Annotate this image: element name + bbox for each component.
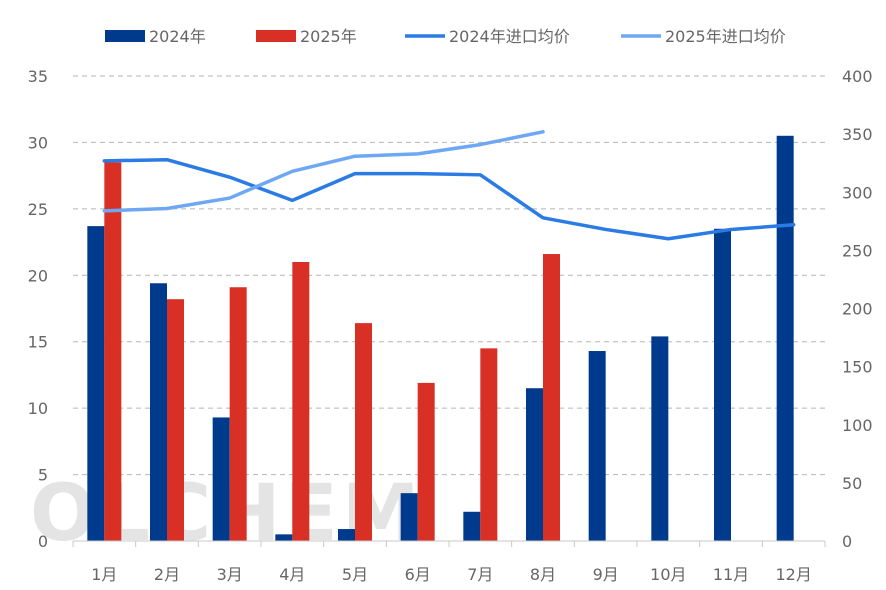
right-tick-label: 350 [842,125,873,144]
bar-2024年-6月 [400,493,418,541]
bar-2025年-3月 [229,287,247,541]
category-label: 2月 [154,565,180,584]
right-tick-label: 150 [842,358,873,377]
legend: 2024年 2025年 2024年进口均价 2025年进口均价 [105,27,786,46]
left-tick-label: 35 [28,67,48,86]
category-label: 12月 [775,565,811,584]
bar-2024年-1月 [87,226,105,541]
right-tick-label: 250 [842,241,873,260]
legend-item: 2025年进口均价 [621,27,786,46]
bar-2025年-8月 [543,254,560,541]
bar-2024年-5月 [338,529,355,541]
bar-2024年-2月 [150,283,167,541]
category-label: 4月 [279,565,305,584]
left-tick-label: 15 [28,333,48,352]
lines [102,130,796,241]
right-tick-label: 0 [842,532,852,551]
line-2025年进口均价 [102,130,545,213]
category-label: 5月 [342,565,368,584]
line-2024年进口均价 [102,157,796,241]
category-label: 3月 [217,565,243,584]
right-tick-label: 50 [842,474,862,493]
category-label: 7月 [467,565,493,584]
category-label: 6月 [405,565,431,584]
bars [87,135,794,542]
legend-item: 2024年 [105,27,206,46]
bar-2025年-4月 [292,262,310,541]
legend-swatch [256,30,296,42]
bar-2024年-8月 [526,388,543,541]
category-label: 11月 [713,565,749,584]
bar-2024年-11月 [714,228,731,542]
bar-2025年-7月 [480,348,498,541]
bar-2025年-6月 [417,382,435,541]
left-tick-label: 5 [38,466,48,485]
right-tick-label: 100 [842,416,873,435]
right-tick-label: 300 [842,183,873,202]
category-label: 9月 [593,565,619,584]
legend-label: 2025年 [300,27,357,46]
bar-2024年-3月 [212,417,230,541]
legend-item: 2024年进口均价 [405,27,570,46]
left-tick-label: 20 [28,266,48,285]
right-tick-label: 400 [842,67,873,86]
left-tick-label: 10 [28,399,48,418]
legend-item: 2025年 [256,27,357,46]
bar-2025年-5月 [355,323,372,541]
left-tick-label: 30 [28,133,48,152]
legend-label: 2024年 [149,27,206,46]
bar-2024年-12月 [776,135,794,542]
category-label: 10月 [650,565,686,584]
bar-2024年-10月 [651,336,669,541]
left-tick-label: 0 [38,532,48,551]
legend-label: 2025年进口均价 [665,27,786,46]
bar-2025年-2月 [167,299,184,541]
category-label: 1月 [91,565,117,584]
bar-2024年-9月 [588,351,606,541]
bar-2025年-1月 [104,162,122,541]
category-label: 8月 [530,565,556,584]
left-tick-label: 25 [28,200,48,219]
bar-2024年-7月 [463,511,481,541]
legend-label: 2024年进口均价 [449,27,570,46]
right-tick-label: 200 [842,300,873,319]
grid-lines [73,75,825,476]
legend-swatch [105,30,145,42]
bar-2024年-4月 [275,534,293,541]
axes: 051015202530350501001502002503003504001月… [28,67,873,584]
